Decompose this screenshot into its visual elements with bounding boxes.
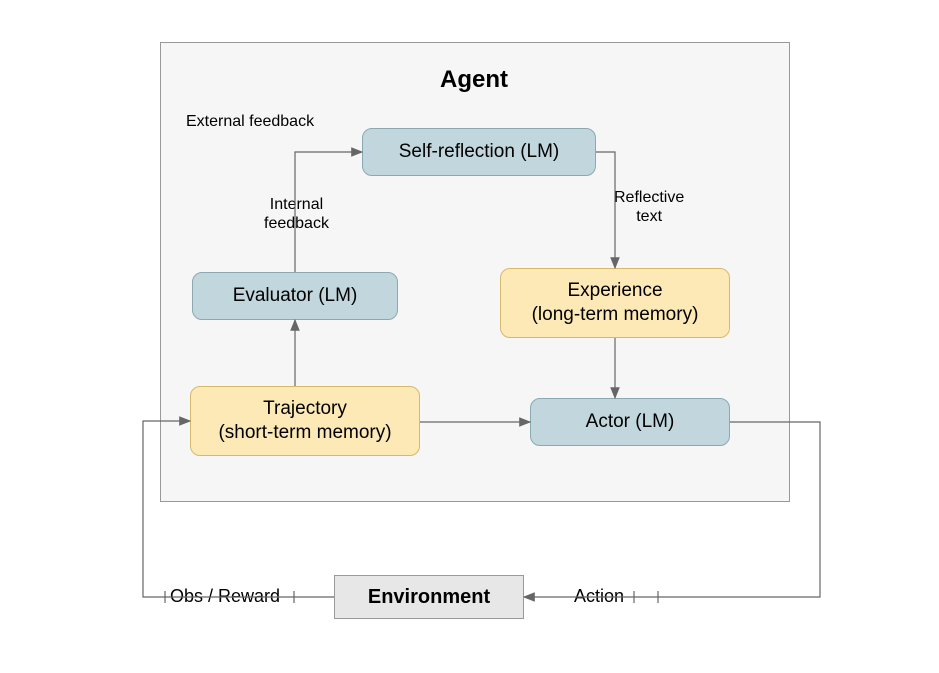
node-trajectory: Trajectory (short-term memory) — [190, 386, 420, 456]
label-line2: feedback — [264, 215, 329, 232]
node-label: Evaluator (LM) — [233, 284, 358, 308]
node-sublabel: (long-term memory) — [532, 303, 699, 327]
node-label: Environment — [368, 586, 490, 609]
label-line1: Reflective — [614, 189, 684, 206]
node-label: Actor (LM) — [586, 410, 675, 434]
label-reflective-text: Reflective text — [614, 188, 684, 226]
node-label: Trajectory — [263, 397, 347, 421]
label-internal-feedback: Internal feedback — [264, 195, 329, 233]
label-line1: Internal — [270, 196, 323, 213]
agent-title: Agent — [440, 66, 508, 94]
node-experience: Experience (long-term memory) — [500, 268, 730, 338]
node-actor: Actor (LM) — [530, 398, 730, 446]
label-external-feedback: External feedback — [186, 112, 314, 131]
node-evaluator: Evaluator (LM) — [192, 272, 398, 320]
node-sublabel: (short-term memory) — [218, 421, 391, 445]
node-label: Experience — [567, 279, 662, 303]
node-environment: Environment — [334, 575, 524, 619]
diagram-canvas: Agent Self-reflection (LM) Evaluator (LM… — [0, 0, 939, 673]
label-action: Action — [574, 586, 624, 608]
node-self-reflection: Self-reflection (LM) — [362, 128, 596, 176]
node-label: Self-reflection (LM) — [399, 140, 560, 164]
label-obs-reward: Obs / Reward — [170, 586, 280, 608]
label-line2: text — [636, 208, 662, 225]
